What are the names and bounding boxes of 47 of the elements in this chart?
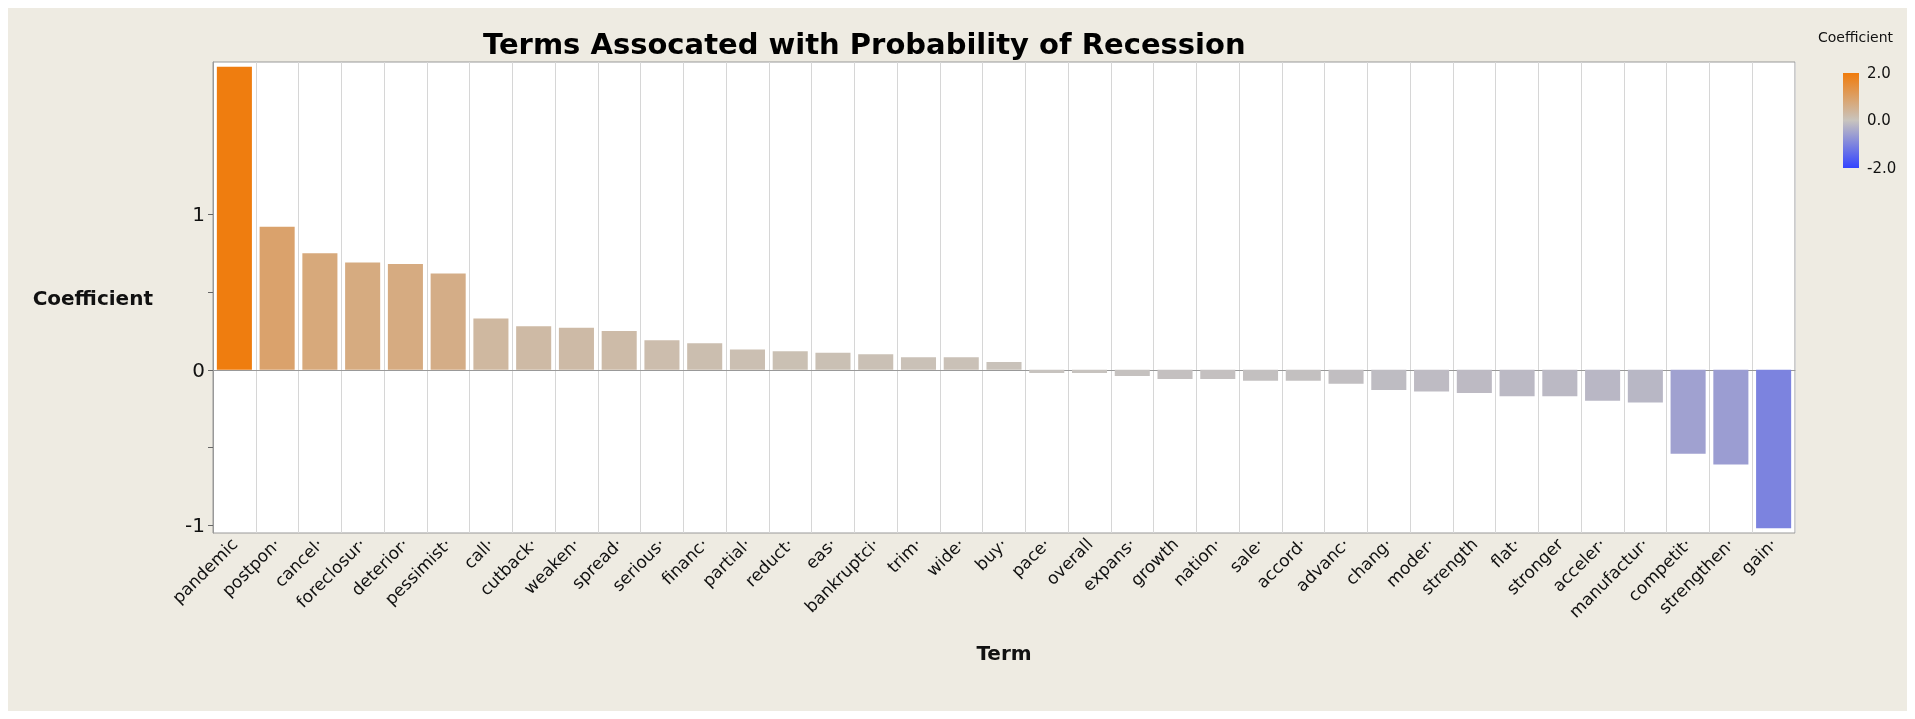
- bar: [1029, 369, 1065, 373]
- bar: [900, 357, 937, 370]
- bar: [1243, 369, 1279, 381]
- bar: [345, 262, 381, 370]
- bar: [1585, 369, 1621, 401]
- bar: [943, 357, 979, 370]
- y-tick-label: -1: [185, 513, 205, 538]
- bar: [1670, 369, 1706, 454]
- bar: [858, 354, 894, 370]
- bar: [1456, 369, 1492, 394]
- bar: [1071, 369, 1108, 373]
- color-bar-label: 0.0: [1867, 111, 1891, 129]
- bar: [1499, 369, 1535, 397]
- bar: [772, 351, 808, 370]
- bar: [986, 362, 1022, 370]
- bar: [1285, 369, 1321, 381]
- bar: [1157, 369, 1193, 380]
- bar: [558, 327, 594, 370]
- bar: [644, 340, 680, 370]
- bar: [430, 273, 466, 370]
- bar: [729, 349, 765, 370]
- color-bar-label: 2.0: [1867, 63, 1891, 82]
- bar: [1627, 369, 1663, 403]
- x-axis-title: Term: [976, 641, 1032, 665]
- color-bar-title: Coefficient: [1817, 29, 1894, 45]
- bar: [387, 264, 423, 370]
- bar: [216, 66, 252, 370]
- bar: [1200, 369, 1236, 380]
- bar: [1414, 369, 1450, 392]
- y-tick-label: 0: [192, 357, 205, 382]
- bar: [1542, 369, 1578, 397]
- bar: [473, 318, 509, 370]
- bar: [1114, 369, 1150, 376]
- bar: [1371, 369, 1407, 390]
- bar: [302, 253, 338, 370]
- bar: [516, 326, 552, 370]
- chart-title: Terms Assocated with Probability of Recession: [483, 26, 1246, 61]
- y-tick-label: 1: [192, 202, 205, 227]
- y-axis-title: Coefficient: [32, 285, 154, 310]
- color-bar-label: -2.0: [1867, 158, 1897, 177]
- bar: [259, 226, 295, 370]
- bar: [687, 343, 723, 370]
- bar: [601, 330, 637, 370]
- bar: [1713, 369, 1749, 465]
- bar: [1328, 369, 1364, 384]
- bar: [815, 352, 851, 370]
- bar: [1756, 369, 1792, 529]
